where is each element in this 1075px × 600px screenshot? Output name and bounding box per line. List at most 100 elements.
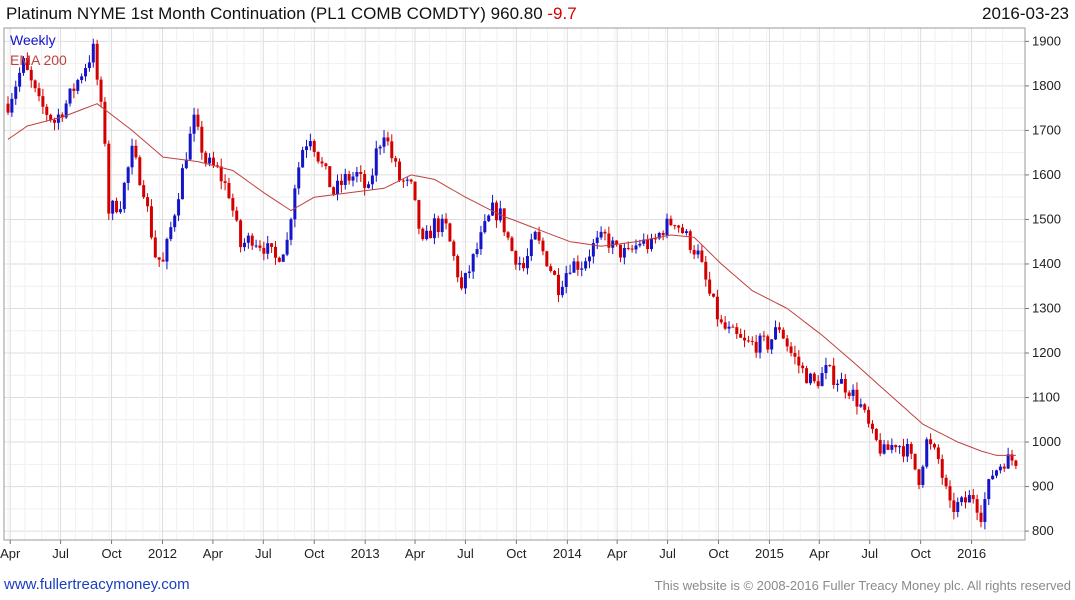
candle-body xyxy=(878,439,882,454)
candle-body xyxy=(898,446,902,448)
candle-body xyxy=(347,174,351,181)
candle-body xyxy=(273,246,277,258)
candle-body xyxy=(739,333,743,338)
candle-body xyxy=(789,346,793,353)
candle-body xyxy=(25,57,29,70)
y-tick-label: 1000 xyxy=(1032,434,1061,449)
candle-body xyxy=(553,271,557,275)
candle-body xyxy=(917,469,921,485)
candle-body xyxy=(556,274,560,296)
candle-body xyxy=(913,453,917,470)
candle-body xyxy=(421,228,425,240)
candle-body xyxy=(405,179,409,181)
candle-body xyxy=(126,167,130,183)
candle-body xyxy=(634,245,638,250)
candle-body xyxy=(452,241,456,257)
candle-body xyxy=(549,266,553,272)
y-tick-label: 1300 xyxy=(1032,300,1061,315)
candle-body xyxy=(650,238,654,250)
candle-body xyxy=(95,43,99,80)
candle-body xyxy=(219,166,223,182)
y-axis: 800 900 1000 1100 1200 1300 1400 1500 1600 1700 18… xyxy=(1025,33,1061,538)
candle-body xyxy=(328,166,332,188)
candle-body xyxy=(308,141,312,147)
candle-body xyxy=(735,327,739,334)
candle-body xyxy=(56,114,60,123)
candle-body xyxy=(801,365,805,369)
candle-body xyxy=(200,126,204,153)
candle-body xyxy=(743,337,747,341)
candle-body xyxy=(204,152,208,164)
candle-body xyxy=(483,221,487,233)
candle-body xyxy=(188,133,192,160)
candle-body xyxy=(208,157,212,164)
x-tick-label: 2012 xyxy=(148,546,177,561)
candle-body xyxy=(944,477,948,487)
x-tick-label: Jul xyxy=(861,546,878,561)
candle-body xyxy=(661,233,665,236)
candles xyxy=(6,38,1018,530)
candle-body xyxy=(758,335,762,353)
plot-frame xyxy=(3,27,1026,541)
candle-body xyxy=(227,182,231,199)
candle-body xyxy=(820,373,824,387)
candle-body xyxy=(235,210,239,221)
candle-body xyxy=(793,352,797,357)
candle-body xyxy=(258,245,262,248)
candle-body xyxy=(657,233,661,239)
candle-body xyxy=(60,114,64,118)
website-link[interactable]: www.fullertreacymoney.com xyxy=(4,576,190,593)
candle-body xyxy=(1010,454,1014,461)
candle-body xyxy=(173,215,177,228)
candle-body xyxy=(785,338,789,347)
y-tick-label: 1800 xyxy=(1032,78,1061,93)
candle-body xyxy=(595,237,599,243)
candle-body xyxy=(293,188,297,220)
candle-body xyxy=(417,200,421,229)
candle-body xyxy=(890,445,894,450)
candle-body xyxy=(929,439,933,445)
candle-body xyxy=(80,76,84,81)
candle-body xyxy=(855,389,859,407)
candle-body xyxy=(87,62,91,69)
candle-body xyxy=(231,198,235,211)
candle-body xyxy=(223,181,227,183)
candle-body xyxy=(727,326,731,329)
candle-body xyxy=(1006,454,1010,469)
chart-title-text: Platinum NYME 1st Month Continuation (PL… xyxy=(6,4,543,23)
candle-body xyxy=(312,141,316,152)
x-tick-label: 2015 xyxy=(755,546,784,561)
candle-body xyxy=(429,230,433,239)
y-tick-label: 1600 xyxy=(1032,167,1061,182)
candle-body xyxy=(72,88,76,91)
candle-body xyxy=(456,256,460,278)
candle-body xyxy=(184,159,188,169)
candle-body xyxy=(134,145,138,158)
candle-body xyxy=(533,231,537,240)
candle-body xyxy=(215,165,219,167)
candle-body xyxy=(971,495,975,500)
candle-body xyxy=(700,250,704,262)
candle-body xyxy=(84,68,88,77)
candle-body xyxy=(475,249,479,255)
candle-body xyxy=(859,404,863,407)
candle-body xyxy=(525,256,529,269)
candle-body xyxy=(696,250,700,255)
candle-body xyxy=(646,239,650,250)
candle-body xyxy=(510,237,514,251)
candle-body xyxy=(681,227,685,234)
candle-body xyxy=(572,261,576,273)
candle-body xyxy=(669,218,673,226)
candle-body xyxy=(979,512,983,522)
chart-date: 2016-03-23 xyxy=(982,4,1069,23)
candle-body xyxy=(591,242,595,257)
candle-body xyxy=(211,157,215,166)
candle-body xyxy=(239,220,243,248)
candle-body xyxy=(53,120,57,123)
y-tick-label: 1900 xyxy=(1032,33,1061,48)
x-tick-label: Apr xyxy=(607,546,628,561)
candle-body xyxy=(502,208,506,233)
candle-body xyxy=(425,230,429,240)
candle-body xyxy=(677,225,681,228)
candle-body xyxy=(836,383,840,385)
